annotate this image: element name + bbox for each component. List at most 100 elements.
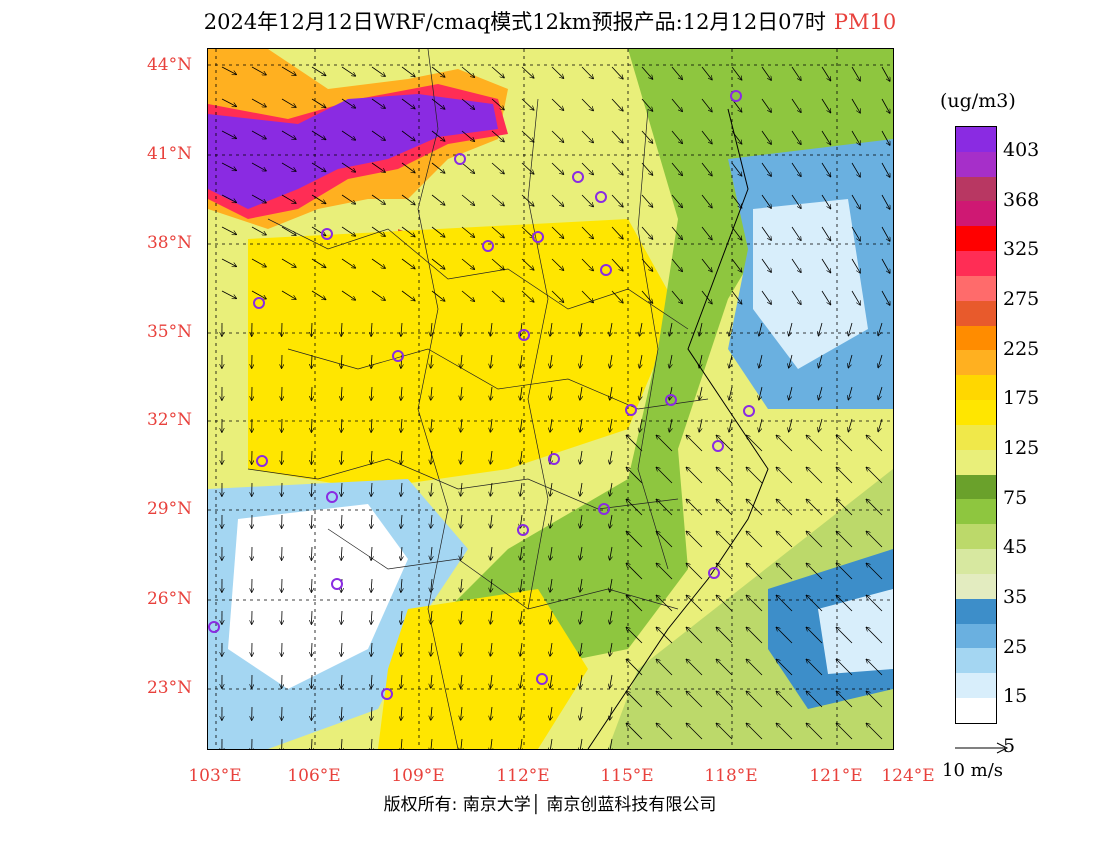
wind-arrow: [341, 642, 342, 656]
wind-arrow: [789, 322, 793, 336]
legend-swatch: [956, 350, 996, 376]
wind-arrow: [878, 322, 883, 335]
wind-arrow: [671, 258, 682, 271]
wind-arrow: [610, 674, 612, 688]
wind-arrow: [611, 258, 623, 271]
wind-arrow: [819, 386, 823, 400]
wind-arrow: [520, 322, 522, 336]
wind-arrow: [580, 418, 582, 432]
wind-arrow: [776, 723, 793, 740]
wind-arrow: [669, 322, 672, 336]
wind-arrow: [221, 98, 236, 106]
wind-arrow: [371, 738, 372, 749]
wind-arrow: [716, 595, 733, 612]
legend-tick-label: 25: [1003, 635, 1028, 658]
wind-arrow: [431, 386, 432, 400]
wind-arrow: [806, 691, 823, 708]
wind-arrow: [640, 322, 643, 336]
wind-arrow: [866, 659, 883, 676]
wind-arrow: [671, 290, 682, 303]
wind-arrow: [836, 435, 853, 452]
lat-label: 38°N: [146, 233, 192, 253]
wind-arrow: [791, 226, 801, 240]
wind-arrow: [491, 290, 504, 302]
wind-arrow: [371, 450, 372, 464]
wind-arrow: [640, 418, 643, 432]
wind-arrow: [341, 674, 342, 688]
wind-arrow: [626, 595, 643, 612]
wind-arrow: [656, 691, 673, 708]
wind-arrow: [431, 354, 432, 368]
wind-arrow: [431, 482, 432, 496]
wind-arrow: [401, 610, 402, 624]
wind-arrow: [626, 723, 643, 740]
wind-arrow: [520, 738, 522, 749]
wind-arrow: [776, 435, 793, 452]
wind-arrow: [641, 98, 653, 111]
wind-arrow: [656, 435, 673, 452]
legend-swatch: [956, 325, 996, 351]
wind-arrow: [341, 738, 342, 749]
wind-arrow: [626, 627, 643, 644]
wind-arrow: [701, 226, 712, 240]
wind-arrow: [281, 258, 296, 267]
wind-arrow: [686, 659, 703, 676]
wind-arrow: [836, 531, 853, 548]
wind-arrow: [341, 514, 342, 528]
legend-swatch: [956, 127, 996, 152]
city-marker: [532, 231, 544, 243]
wind-arrow: [669, 418, 672, 432]
wind-arrow: [341, 194, 355, 204]
wind-arrow: [371, 258, 385, 268]
wind-arrow: [371, 706, 372, 720]
wind-arrow: [848, 354, 853, 368]
wind-arrow: [761, 130, 771, 144]
wind-arrow: [791, 162, 801, 176]
wind-arrow: [580, 578, 582, 592]
wind-arrow: [746, 691, 763, 708]
wind-arrow: [819, 322, 823, 336]
south-yellow: [378, 589, 588, 749]
lat-label: 41°N: [146, 144, 192, 164]
legend-tick-label: 15: [1003, 685, 1028, 708]
wind-arrow: [341, 450, 342, 464]
wind-arrow: [776, 499, 793, 516]
wind-arrow: [881, 98, 890, 113]
wind-arrow: [746, 531, 763, 548]
wind-arrow: [311, 354, 312, 368]
legend-tick-label: 175: [1003, 387, 1040, 410]
wind-arrow: [221, 194, 236, 202]
wind-arrow: [686, 691, 703, 708]
legend-tick-label: 403: [1003, 138, 1040, 161]
legend-swatch: [956, 400, 996, 425]
wind-arrow: [550, 482, 552, 496]
wind-arrow: [431, 66, 445, 77]
wind-arrow: [311, 738, 312, 749]
wind-arrow: [520, 546, 522, 560]
wind-arrow: [521, 130, 534, 142]
wind-arrow: [716, 435, 733, 452]
wind-arrow: [491, 130, 504, 142]
wind-arrow: [580, 482, 582, 496]
wind-arrow: [431, 98, 445, 109]
wind-arrow: [461, 610, 462, 624]
wind-arrow: [401, 386, 402, 400]
chart-title: 2024年12月12日WRF/cmaq模式12km预报产品:12月12日07时 P…: [0, 6, 1100, 40]
wind-arrow: [716, 467, 733, 484]
wind-arrow: [431, 322, 432, 336]
wind-arrow: [341, 354, 342, 368]
wind-arrow: [851, 258, 860, 273]
wind-arrow: [251, 162, 266, 171]
wind-arrow: [881, 66, 890, 81]
wind-arrow: [490, 482, 492, 496]
wind-arrow: [311, 418, 312, 432]
city-marker: [600, 264, 612, 276]
wind-arrow: [581, 258, 593, 271]
wind-arrow: [341, 322, 342, 336]
wind-arrow: [671, 130, 682, 143]
wind-arrow: [851, 226, 860, 241]
wind-arrow: [836, 499, 853, 516]
copyright: 版权所有: 南京大学│ 南京创蓝科技有限公司: [383, 795, 717, 815]
city-marker: [253, 297, 265, 309]
city-marker: [665, 394, 677, 406]
